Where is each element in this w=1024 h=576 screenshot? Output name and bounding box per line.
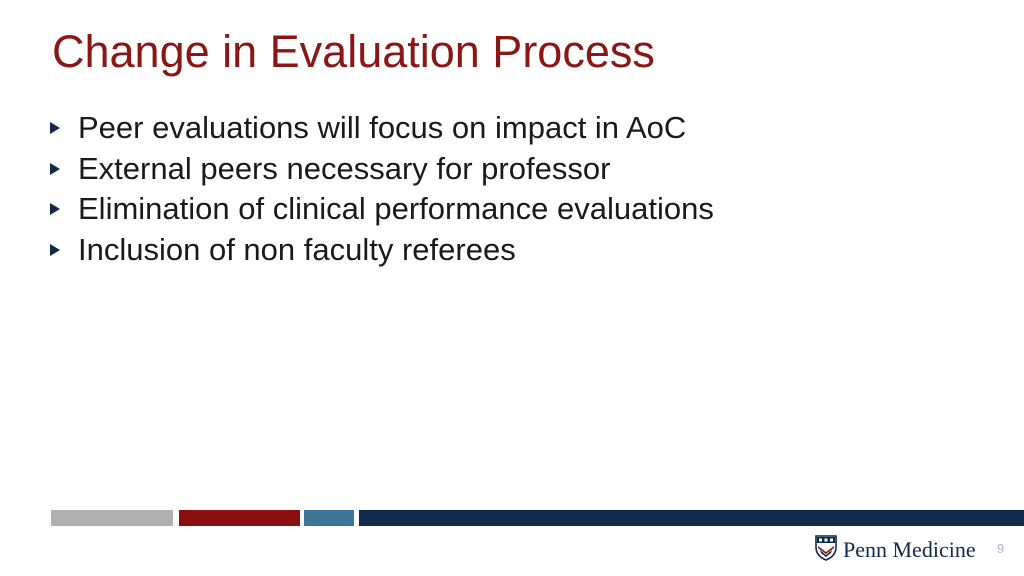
triangle-right-icon xyxy=(50,243,78,256)
bullet-text: External peers necessary for professor xyxy=(78,150,611,186)
bullet-item: Peer evaluations will focus on impact in… xyxy=(50,108,714,149)
bullet-text: Inclusion of non faculty referees xyxy=(78,231,516,267)
triangle-right-icon xyxy=(50,162,78,175)
bullet-text: Peer evaluations will focus on impact in… xyxy=(78,110,687,146)
bullet-text: Elimination of clinical performance eval… xyxy=(78,191,714,227)
bullet-item: Inclusion of non faculty referees xyxy=(50,230,714,271)
bullet-item: External peers necessary for professor xyxy=(50,149,714,190)
page-number: 9 xyxy=(997,541,1005,556)
logo-text: Penn Medicine xyxy=(843,537,976,562)
penn-medicine-logo: Penn Medicine xyxy=(815,534,976,566)
footer-bar-teal xyxy=(304,510,354,526)
bullet-item: Elimination of clinical performance eval… xyxy=(50,189,714,230)
footer-bar-gray xyxy=(51,510,173,526)
triangle-right-icon xyxy=(50,122,78,135)
triangle-right-icon xyxy=(50,203,78,216)
footer-bar-red xyxy=(179,510,300,526)
penn-shield-icon xyxy=(815,534,837,566)
slide-title: Change in Evaluation Process xyxy=(52,26,655,77)
footer-bar-navy xyxy=(359,510,1024,526)
bullet-list: Peer evaluations will focus on impact in… xyxy=(50,108,714,270)
